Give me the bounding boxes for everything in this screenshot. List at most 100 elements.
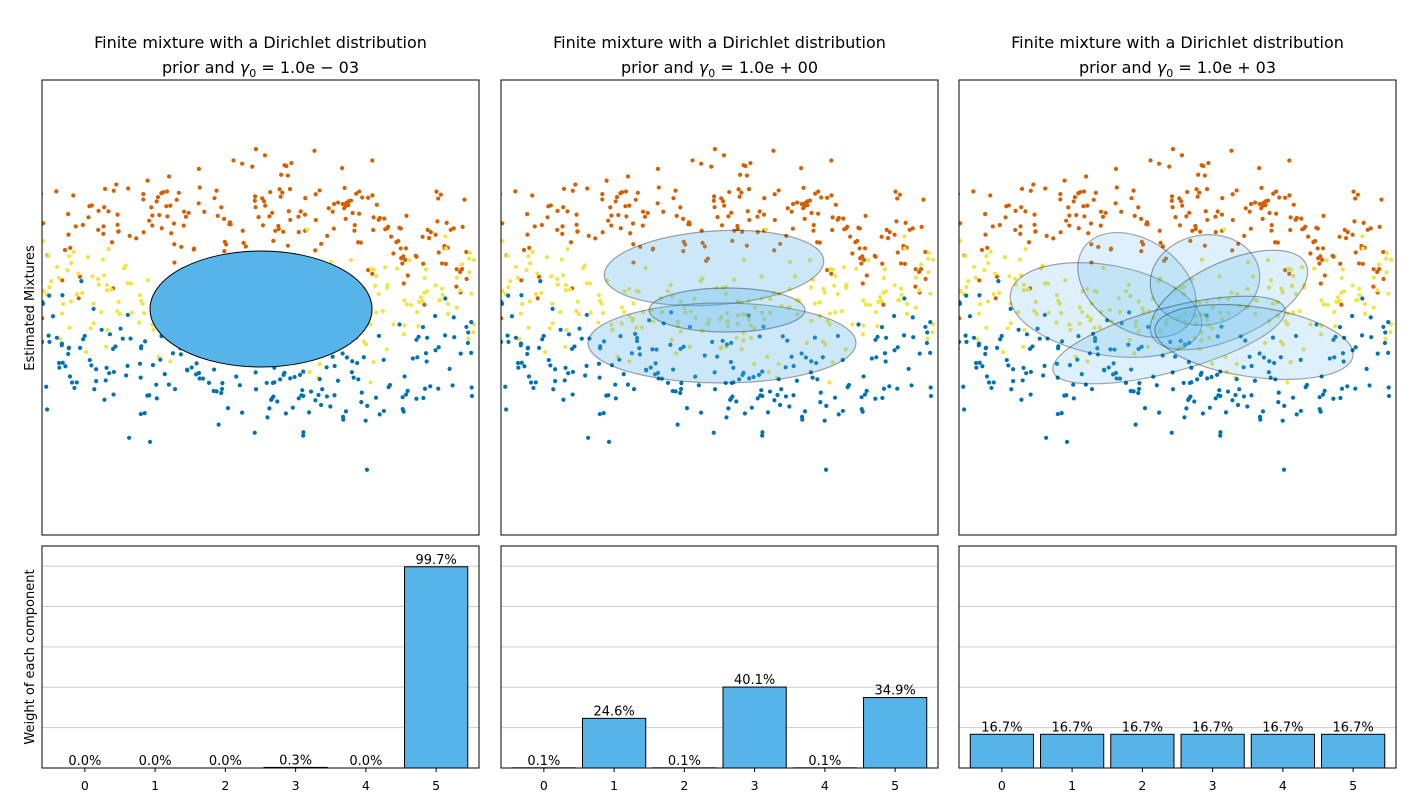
scatter-point (772, 192, 777, 197)
scatter-point (525, 345, 531, 350)
scatter-point (818, 390, 823, 395)
scatter-point (1362, 311, 1368, 316)
scatter-point (622, 309, 627, 315)
scatter-point (450, 383, 455, 388)
scatter-point (501, 301, 505, 306)
scatter-point (296, 229, 301, 235)
scatter-point (779, 387, 784, 392)
scatter-point (802, 409, 808, 414)
scatter-point (1177, 196, 1182, 201)
scatter-point (1252, 378, 1258, 383)
scatter-point (115, 212, 120, 217)
scatter-point (423, 351, 429, 356)
scatter-point (240, 228, 245, 233)
scatter-point (601, 410, 606, 416)
scatter-point (497, 235, 501, 239)
scatter-point (999, 333, 1004, 339)
scatter-point (1230, 192, 1235, 197)
scatter-point (1386, 393, 1392, 399)
scatter-point (1275, 300, 1280, 305)
scatter-point (600, 197, 605, 202)
scatter-point (1287, 271, 1292, 276)
scatter-point (550, 321, 555, 326)
scatter-point (830, 215, 835, 220)
scatter-point (779, 303, 784, 308)
scatter-point (56, 360, 62, 366)
scatter-point (712, 205, 717, 210)
scatter-point (103, 378, 108, 383)
scatter-point (815, 377, 820, 382)
scatter-point (809, 359, 814, 364)
scatter-point (275, 399, 280, 404)
scatter-point (810, 277, 816, 283)
scatter-point (530, 249, 535, 254)
scatter-point (711, 194, 717, 199)
scatter-point (1092, 325, 1097, 330)
scatter-point (687, 344, 692, 349)
scatter-point (859, 261, 864, 266)
scatter-point (1026, 287, 1031, 292)
scatter-point (1151, 315, 1156, 320)
scatter-point (181, 223, 186, 228)
scatter-point (434, 189, 439, 194)
scatter-point (1040, 263, 1045, 268)
scatter-point (636, 289, 641, 294)
scatter-point (355, 360, 360, 366)
scatter-point (617, 357, 622, 362)
scatter-point (673, 188, 678, 193)
scatter-point (1089, 387, 1095, 392)
scatter-point (839, 309, 844, 314)
scatter-point (675, 324, 680, 329)
scatter-point (1077, 305, 1082, 310)
scatter-point (846, 382, 852, 388)
scatter-point (1379, 197, 1384, 202)
scatter-point (658, 296, 663, 301)
scatter-point (296, 214, 301, 219)
scatter-point (1369, 335, 1374, 340)
scatter-point (1285, 311, 1290, 316)
scatter-point (401, 254, 406, 259)
scatter-point (1350, 313, 1355, 319)
scatter-point (925, 330, 930, 335)
scatter-point (818, 400, 823, 405)
scatter-point (1019, 273, 1024, 278)
scatter-point (352, 228, 357, 233)
scatter-point (587, 336, 592, 341)
scatter-point (874, 355, 879, 360)
scatter-point (1262, 340, 1268, 346)
bar-data-label: 0.1% (808, 754, 841, 769)
scatter-point (683, 310, 688, 315)
scatter-point (1332, 355, 1337, 360)
scatter-point (1362, 301, 1368, 307)
scatter-point (989, 385, 994, 391)
scatter-point (1189, 365, 1194, 370)
scatter-point (1193, 226, 1198, 232)
scatter-point (812, 335, 818, 340)
scatter-point (584, 281, 589, 286)
scatter-point (234, 374, 239, 379)
scatter-point (1381, 249, 1386, 255)
scatter-point (1278, 355, 1283, 360)
scatter-point (583, 373, 588, 378)
scatter-point (609, 363, 615, 368)
scatter-point (1041, 373, 1046, 378)
bar-data-label: 0.3% (279, 753, 312, 768)
scatter-point (66, 351, 71, 357)
scatter-point (884, 335, 889, 340)
scatter-point (47, 285, 52, 290)
scatter-point (860, 254, 865, 259)
scatter-point (1181, 380, 1186, 386)
scatter-point (340, 414, 346, 419)
scatter-point (1105, 318, 1110, 323)
scatter-point (1217, 388, 1222, 393)
bar-frame (958, 545, 1397, 769)
scatter-point (79, 278, 84, 284)
scatter-point (795, 298, 800, 303)
scatter-point (1361, 220, 1366, 225)
scatter-point (1306, 234, 1311, 239)
scatter-point (1304, 382, 1310, 388)
scatter-point (1314, 225, 1319, 230)
scatter-point (718, 316, 723, 322)
scatter-point (1285, 380, 1290, 385)
scatter-point (382, 265, 388, 270)
